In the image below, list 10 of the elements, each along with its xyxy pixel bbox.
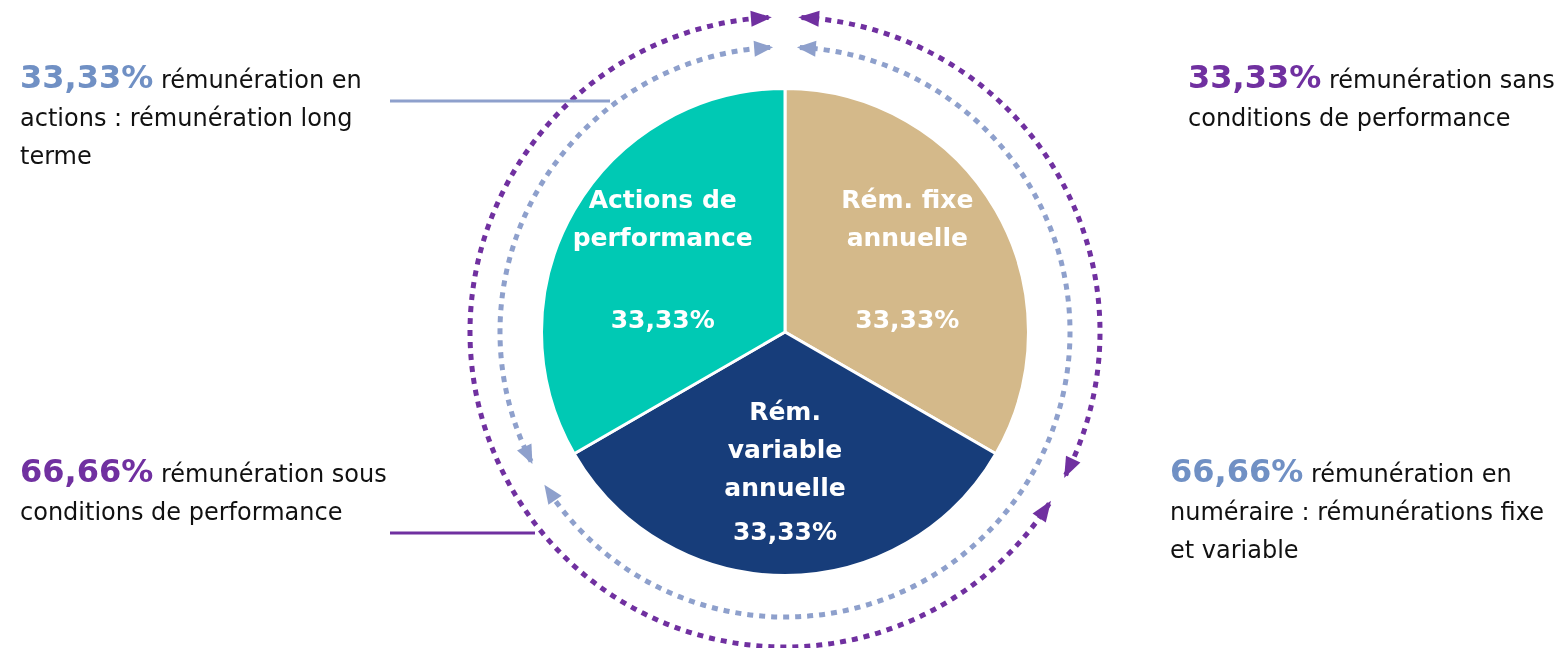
text: 33,33% rémunération sans conditions de performance [1188, 58, 1556, 134]
slice-label: Actions de performance [572, 184, 753, 252]
data-label: 33,33% [610, 304, 715, 334]
slice-label: Rém. variable annuelle [724, 396, 846, 502]
data-label: 33,33% [855, 304, 960, 334]
text: 33,33% rémunération en actions : rémunération long terme [20, 58, 363, 172]
text: 66,66% rémunération en numéraire : rémunérations fixe et variable [1170, 452, 1545, 566]
data-label: 33,33% [732, 516, 838, 546]
text: 66,66% rémunération sous conditions de performance [20, 452, 388, 528]
slice-label: Rém. fixe annuelle [841, 184, 974, 252]
